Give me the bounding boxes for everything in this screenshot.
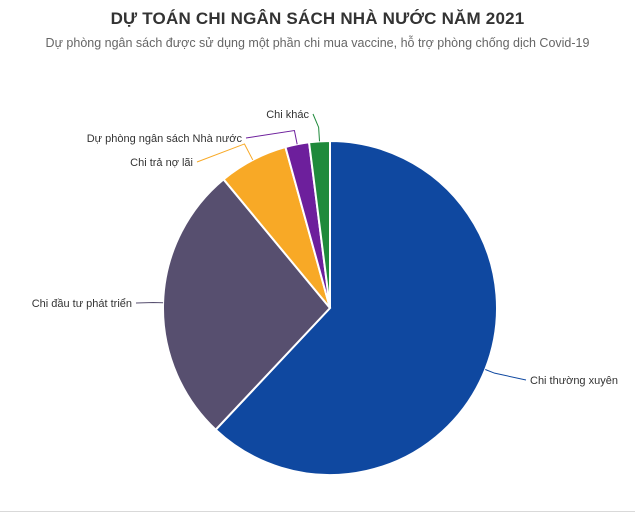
- chart-title: DỰ TOÁN CHI NGÂN SÁCH NHÀ NƯỚC NĂM 2021: [110, 9, 525, 28]
- leader-line: [312, 113, 321, 142]
- leader-line: [245, 129, 298, 145]
- pie-slice: [214, 139, 498, 476]
- slice-label: Dự phòng ngân sách Nhà nước: [87, 133, 243, 145]
- pie-slice: [307, 139, 331, 309]
- pie-slices: [162, 139, 498, 476]
- leader-line: [485, 369, 527, 381]
- slice-labels: Chi thường xuyên Chi đầu tư phát triển Chi…: [32, 109, 618, 387]
- leader-lines: [135, 113, 527, 381]
- slice-label: Chi đầu tư phát triển: [32, 298, 132, 310]
- slice-label: Chi trả nợ lãi: [130, 157, 193, 169]
- leader-line: [135, 301, 164, 304]
- slice-label: Chi khác: [266, 109, 309, 121]
- divider: [0, 511, 635, 512]
- slice-label: Chi thường xuyên: [530, 375, 618, 387]
- chart-subtitle: Dự phòng ngân sách được sử dụng một phần…: [45, 36, 590, 50]
- pie-slice: [162, 177, 332, 432]
- leader-line: [196, 143, 254, 163]
